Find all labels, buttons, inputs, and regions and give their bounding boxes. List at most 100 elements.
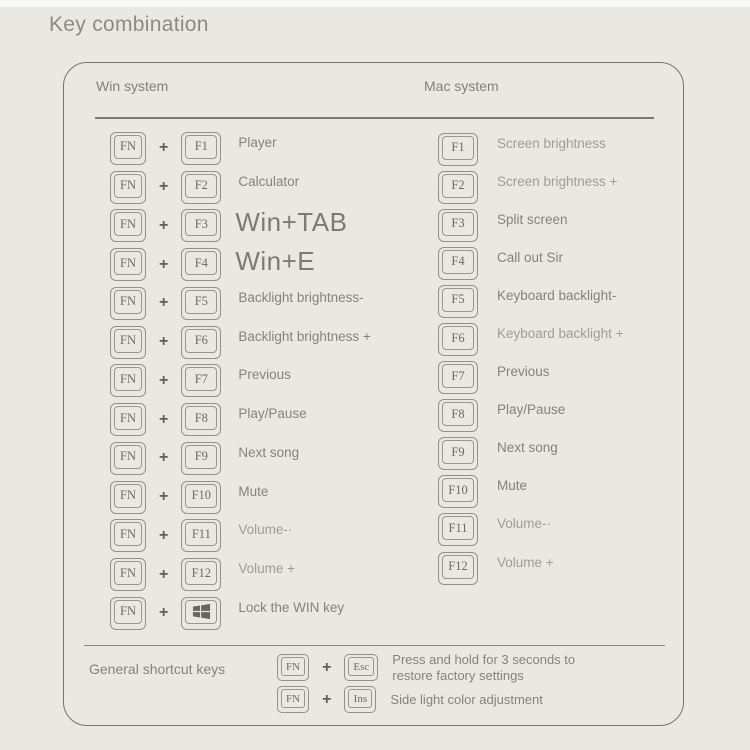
function-keycap: F5: [438, 284, 478, 318]
key-row: FN + F8 Play/Pause: [110, 400, 371, 439]
shortcut-panel: Win system Mac system FN + F1 Player FN …: [63, 62, 684, 726]
shortcut-description: Screen brightness +: [497, 173, 618, 189]
shortcut-description: Call out Sir: [497, 249, 564, 265]
fn-keycap-label: FN: [114, 173, 142, 198]
top-strip: [0, 0, 750, 7]
shortcut-description: Mute: [238, 483, 269, 499]
key-row: FN + F10 Mute: [110, 478, 371, 517]
fn-keycap: FN: [110, 519, 146, 553]
key-row: F10 Mute: [438, 473, 623, 511]
shortcut-description: Volume-·: [238, 522, 293, 538]
function-keycap: F3: [181, 209, 222, 243]
fn-keycap: FN: [110, 403, 146, 437]
function-keycap: F11: [438, 513, 478, 547]
plus-sign: +: [159, 216, 169, 234]
function-keycap: F1: [438, 132, 478, 166]
fn-keycap-label: FN: [281, 657, 306, 676]
key-row: F3 Split screen: [438, 206, 623, 244]
key-row: F6 Keyboard backlight +: [438, 320, 623, 358]
shortcut-description: Player: [238, 134, 277, 150]
function-keycap-label: F9: [451, 444, 465, 459]
shortcut-description: Next song: [238, 444, 300, 460]
fn-keycap-label: FN: [114, 134, 142, 159]
fn-keycap-label: FN: [114, 599, 142, 624]
fn-keycap-label: FN: [114, 444, 142, 469]
esc-keycap: Esc: [344, 654, 379, 681]
win-system-header: Win system: [96, 78, 169, 94]
key-row: FN + F9 Next song: [110, 439, 371, 478]
function-keycap-label: F4: [451, 254, 465, 269]
mac-shortcut-list: F1 Screen brightness F2 Screen brightnes…: [438, 130, 623, 587]
shortcut-description: Backlight brightness +: [238, 328, 371, 344]
shortcut-description: Calculator: [238, 173, 300, 189]
function-keycap-label: F10: [191, 488, 212, 503]
win-shortcut-list: FN + F1 Player FN + F2 Calculator FN + F…: [110, 129, 371, 633]
plus-sign: +: [159, 526, 169, 544]
plus-sign: +: [322, 658, 332, 676]
shortcut-description: Backlight brightness-: [238, 289, 364, 305]
shortcut-description: Volume +: [238, 561, 296, 577]
fn-keycap: FN: [110, 480, 146, 514]
fn-keycap: FN: [110, 286, 146, 320]
fn-keycap-label: FN: [114, 522, 142, 547]
shortcut-description: Win+TAB: [235, 207, 348, 238]
ins-keycap-label: Ins: [348, 689, 373, 708]
key-row: FN + F7 Previous: [110, 362, 371, 401]
key-row: F8 Play/Pause: [438, 397, 623, 435]
function-keycap-label: F3: [194, 216, 208, 231]
function-keycap: F4: [181, 248, 222, 282]
key-row: F11 Volume-·: [438, 511, 623, 549]
key-row: FN + Lock the WIN key: [110, 594, 371, 633]
fn-keycap: FN: [110, 558, 146, 592]
function-keycap-label: F1: [194, 139, 208, 154]
function-keycap: F4: [438, 246, 478, 280]
function-keycap: F12: [181, 558, 222, 592]
page-title: Key combination: [49, 13, 209, 36]
plus-sign: +: [159, 139, 169, 157]
plus-sign: +: [159, 565, 169, 583]
shortcut-description: Split screen: [497, 211, 568, 227]
fn-keycap: FN: [277, 654, 310, 681]
function-keycap-label: F7: [194, 371, 208, 386]
plus-sign: +: [159, 294, 169, 312]
key-row: FN + F3 Win+TAB: [110, 207, 371, 246]
function-keycap-label: F5: [451, 292, 465, 307]
fn-keycap: FN: [110, 325, 146, 359]
general-row-label: Press and hold for 3 seconds to restore …: [392, 652, 576, 683]
shortcut-description: Win+E: [235, 246, 316, 277]
plus-sign: +: [322, 690, 332, 708]
function-keycap: F5: [181, 286, 222, 320]
function-keycap-label: F4: [194, 255, 208, 270]
function-keycap: F2: [438, 170, 478, 204]
key-row: FN + F1 Player: [110, 129, 371, 168]
fn-keycap-label: FN: [114, 367, 142, 392]
function-keycap-label: F9: [194, 449, 208, 464]
function-keycap: F10: [438, 475, 478, 509]
header-divider: [95, 117, 654, 119]
plus-sign: +: [159, 255, 169, 273]
fn-keycap-label: FN: [114, 406, 142, 431]
shortcut-description: Play/Pause: [238, 406, 307, 422]
key-row: F4 Call out Sir: [438, 244, 623, 282]
shortcut-description: Volume +: [497, 554, 554, 570]
fn-keycap: FN: [110, 170, 146, 204]
shortcut-description: Volume-·: [497, 516, 552, 532]
shortcut-description: Next song: [497, 440, 558, 456]
general-row-label: Side light color adjustment: [390, 691, 543, 707]
fn-keycap-label: FN: [281, 689, 306, 708]
function-keycap: F8: [438, 399, 478, 433]
shortcut-description: Lock the WIN key: [238, 599, 345, 615]
function-keycap: F10: [181, 480, 222, 514]
plus-sign: +: [159, 410, 169, 428]
fn-keycap: FN: [110, 596, 146, 630]
key-row: FN + F12 Volume +: [110, 555, 371, 594]
function-keycap: F9: [181, 441, 222, 475]
function-keycap: F6: [181, 325, 222, 359]
function-keycap-label: F11: [448, 520, 468, 535]
key-row: F12 Volume +: [438, 549, 623, 587]
function-keycap: F8: [181, 403, 222, 437]
plus-sign: +: [159, 604, 169, 622]
function-keycap-label: F10: [448, 482, 468, 497]
general-row-sidelight: FN + Ins Side light color adjustment: [277, 686, 543, 713]
general-section-divider: [84, 645, 665, 647]
